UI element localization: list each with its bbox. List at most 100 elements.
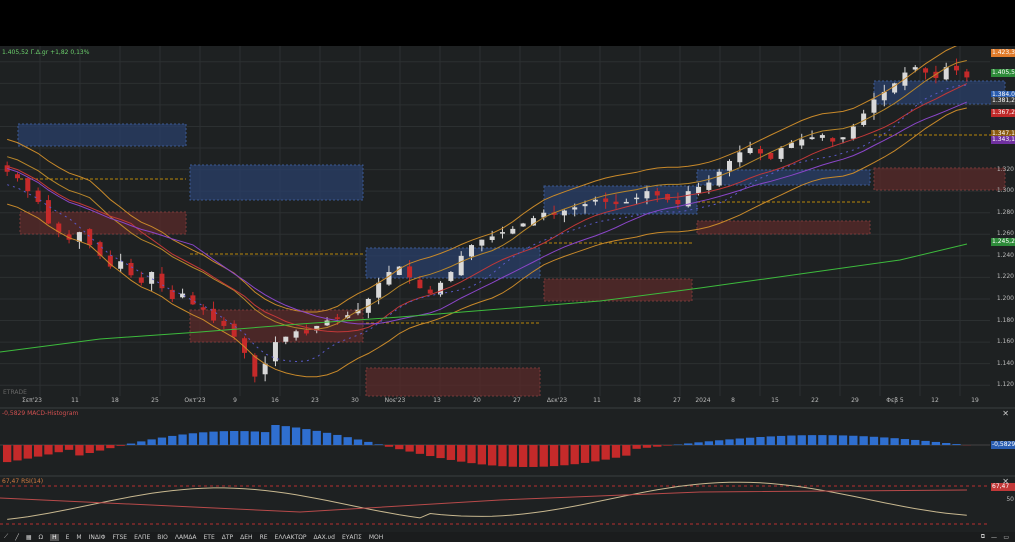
candle-body[interactable]: [654, 191, 660, 196]
candle-body[interactable]: [799, 139, 805, 146]
candle-body[interactable]: [386, 272, 392, 285]
candle-body[interactable]: [242, 338, 247, 353]
rsi-close-icon[interactable]: ✕: [1002, 477, 1009, 486]
candle-body[interactable]: [211, 308, 217, 321]
toolbar-symbol-6[interactable]: ΕΛΠΕ: [134, 533, 151, 541]
toolbar-symbol-0[interactable]: Ω: [38, 533, 44, 541]
candle-body[interactable]: [964, 71, 970, 78]
candle-body[interactable]: [35, 190, 41, 202]
grid-icon[interactable]: ▦: [25, 533, 32, 541]
candle-body[interactable]: [25, 178, 31, 192]
candle-body[interactable]: [200, 307, 206, 310]
candle-body[interactable]: [489, 236, 495, 240]
candle-body[interactable]: [180, 293, 186, 298]
candle-body[interactable]: [118, 261, 124, 269]
candle-body[interactable]: [448, 272, 454, 281]
candle-body[interactable]: [252, 355, 258, 377]
toolbar-symbol-3[interactable]: M: [76, 533, 82, 541]
candle-body[interactable]: [510, 228, 516, 234]
candle-body[interactable]: [850, 126, 856, 139]
candle-body[interactable]: [45, 200, 51, 224]
candle-body[interactable]: [623, 201, 629, 204]
candle-body[interactable]: [861, 113, 867, 125]
toolbar-symbol-4[interactable]: ΙΝΔΙΦ: [88, 533, 106, 541]
candle-body[interactable]: [396, 266, 402, 276]
toolbar-symbol-11[interactable]: ΔΕΗ: [240, 533, 253, 541]
toolbar-symbol-8[interactable]: ΛΑΜΔΑ: [174, 533, 197, 541]
candle-body[interactable]: [954, 65, 960, 71]
candle-body[interactable]: [727, 160, 732, 171]
maximize-icon[interactable]: ▭: [1003, 533, 1009, 541]
candle-body[interactable]: [221, 320, 227, 326]
candle-body[interactable]: [376, 282, 382, 298]
candle-body[interactable]: [66, 234, 72, 240]
candle-body[interactable]: [107, 255, 113, 267]
candle-body[interactable]: [272, 342, 278, 362]
candle-body[interactable]: [809, 137, 815, 140]
candle-body[interactable]: [56, 223, 62, 233]
candle-body[interactable]: [644, 191, 650, 199]
candle-body[interactable]: [427, 289, 433, 294]
candle-body[interactable]: [458, 255, 464, 276]
candle-body[interactable]: [706, 182, 712, 190]
candle-body[interactable]: [696, 186, 702, 194]
candle-body[interactable]: [541, 212, 547, 218]
candle-body[interactable]: [788, 142, 794, 148]
candle-body[interactable]: [592, 199, 598, 202]
candle-body[interactable]: [128, 262, 134, 276]
price-chart[interactable]: [0, 46, 1015, 532]
candle-body[interactable]: [499, 232, 505, 234]
toolbar-symbol-14[interactable]: ΔΑΧ.υd: [313, 533, 335, 541]
candle-body[interactable]: [159, 273, 165, 289]
toolbar-symbol-9[interactable]: ΕΤΕ: [203, 533, 215, 541]
candle-body[interactable]: [665, 194, 671, 200]
candle-body[interactable]: [303, 330, 309, 334]
minimize-icon[interactable]: —: [991, 533, 997, 541]
candle-body[interactable]: [262, 363, 268, 375]
candle-body[interactable]: [231, 323, 237, 337]
chart-area[interactable]: 1.405,52 Γ.Δ.gr +1,82 0,13% -0,5829 MACD…: [0, 46, 1015, 532]
candle-body[interactable]: [283, 336, 289, 342]
candle-body[interactable]: [97, 242, 103, 256]
candle-body[interactable]: [943, 67, 949, 80]
candle-body[interactable]: [334, 317, 340, 319]
line-tool-icon[interactable]: ╱: [15, 533, 19, 541]
candle-body[interactable]: [87, 229, 93, 246]
candle-body[interactable]: [613, 201, 619, 205]
candle-body[interactable]: [757, 149, 763, 154]
candle-body[interactable]: [871, 99, 877, 113]
candle-body[interactable]: [169, 289, 175, 299]
toolbar-symbol-2[interactable]: E: [65, 533, 70, 541]
layout-icon[interactable]: ⧉: [980, 533, 985, 540]
candle-body[interactable]: [892, 83, 898, 93]
candle-body[interactable]: [520, 223, 526, 227]
candle-body[interactable]: [582, 204, 588, 207]
candle-body[interactable]: [675, 199, 681, 205]
candle-body[interactable]: [603, 198, 609, 202]
candle-body[interactable]: [634, 197, 640, 200]
candle-body[interactable]: [881, 91, 887, 101]
candle-body[interactable]: [768, 152, 774, 159]
candle-body[interactable]: [407, 266, 413, 278]
toolbar-symbol-13[interactable]: ΕΛΛΑΚΤΩΡ: [274, 533, 307, 541]
macd-close-icon[interactable]: ✕: [1002, 409, 1009, 418]
toolbar-symbol-1[interactable]: H: [50, 533, 59, 541]
candle-body[interactable]: [438, 282, 444, 295]
candle-body[interactable]: [314, 325, 320, 331]
candle-body[interactable]: [324, 320, 330, 326]
candle-body[interactable]: [4, 165, 10, 172]
draw-tool-icon[interactable]: ⟋: [4, 533, 9, 540]
toolbar-symbol-16[interactable]: ΜΟΗ: [368, 533, 384, 541]
candle-body[interactable]: [190, 295, 196, 305]
candle-body[interactable]: [138, 277, 144, 283]
candle-body[interactable]: [293, 331, 299, 338]
candle-body[interactable]: [469, 245, 475, 257]
candle-body[interactable]: [479, 239, 485, 246]
toolbar-symbol-12[interactable]: RE: [259, 533, 268, 541]
candle-body[interactable]: [819, 135, 825, 138]
candle-body[interactable]: [417, 279, 423, 289]
toolbar-symbol-10[interactable]: ΔΤΡ: [221, 533, 234, 541]
candle-body[interactable]: [14, 174, 20, 179]
toolbar-symbol-5[interactable]: FTSE: [112, 533, 128, 541]
candle-body[interactable]: [551, 212, 557, 215]
